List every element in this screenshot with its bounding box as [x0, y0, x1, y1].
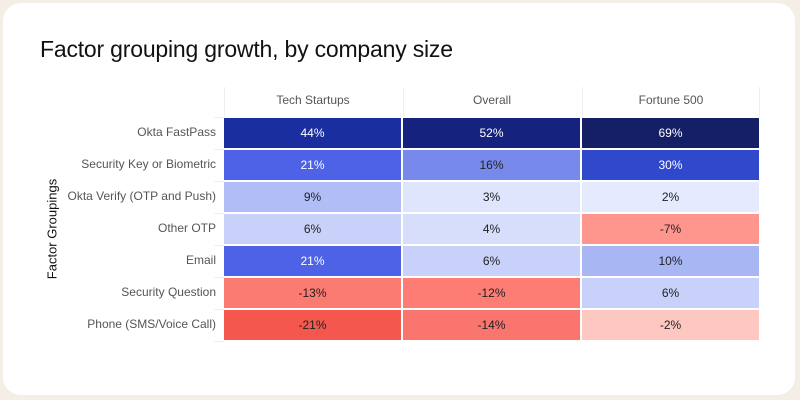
heatmap-cell: 21% — [224, 150, 401, 180]
cell-value-label: 6% — [303, 222, 322, 236]
row-label: Other OTP — [157, 221, 216, 235]
row-label: Security Question — [121, 285, 216, 299]
cell-value-label: -12% — [477, 286, 506, 300]
row-label: Security Key or Biometric — [81, 157, 216, 171]
row-tick — [214, 181, 224, 182]
cell-value-label: 9% — [303, 190, 322, 204]
cell-value-label: -13% — [298, 286, 327, 300]
gridline — [403, 87, 404, 117]
row-label: Okta Verify (OTP and Push) — [67, 189, 216, 203]
heatmap-cell: 6% — [582, 278, 759, 308]
heatmap-cell: 16% — [403, 150, 580, 180]
heatmap-cell: 2% — [582, 182, 759, 212]
heatmap-cell: -14% — [403, 310, 580, 340]
cell-value-label: 52% — [479, 126, 504, 140]
column-header: Fortune 500 — [638, 93, 704, 107]
heatmap-cell: -13% — [224, 278, 401, 308]
heatmap-cell: 6% — [224, 214, 401, 244]
heatmap-cell: -2% — [582, 310, 759, 340]
heatmap-cell: 30% — [582, 150, 759, 180]
heatmap-cell: 9% — [224, 182, 401, 212]
cell-value-label: 21% — [300, 254, 325, 268]
row-label: Okta FastPass — [137, 125, 216, 139]
cell-value-label: 6% — [661, 286, 680, 300]
chart-title: Factor grouping growth, by company size — [40, 36, 453, 62]
heatmap-cell: 6% — [403, 246, 580, 276]
row-tick — [214, 117, 224, 118]
cell-value-label: 10% — [658, 254, 683, 268]
cell-value-label: 69% — [658, 126, 683, 140]
cell-value-label: 44% — [300, 126, 325, 140]
heatmap-cell: -21% — [224, 310, 401, 340]
row-tick — [214, 245, 224, 246]
row-tick — [214, 277, 224, 278]
heatmap-cell: 3% — [403, 182, 580, 212]
cell-value-label: -2% — [659, 318, 682, 332]
row-label: Email — [185, 253, 216, 267]
heatmap-cell: -12% — [403, 278, 580, 308]
row-tick — [214, 149, 224, 150]
row-tick — [214, 309, 224, 310]
heatmap-cell: -7% — [582, 214, 759, 244]
cell-value-label: -7% — [659, 222, 682, 236]
cell-value-label: 30% — [658, 158, 683, 172]
column-header: Overall — [472, 93, 511, 107]
cell-value-label: 21% — [300, 158, 325, 172]
heatmap-cell: 69% — [582, 118, 759, 148]
heatmap-cell: 10% — [582, 246, 759, 276]
cell-value-label: -14% — [477, 318, 506, 332]
cell-value-label: 16% — [479, 158, 504, 172]
row-tick — [214, 341, 224, 342]
row-tick — [214, 213, 224, 214]
cell-value-label: 4% — [482, 222, 501, 236]
gridline — [224, 87, 225, 117]
cell-value-label: 2% — [661, 190, 680, 204]
heatmap-cell: 52% — [403, 118, 580, 148]
heatmap-cell: 21% — [224, 246, 401, 276]
heatmap-cell: 44% — [224, 118, 401, 148]
cell-value-label: 3% — [482, 190, 501, 204]
column-header: Tech Startups — [276, 93, 350, 107]
row-label: Phone (SMS/Voice Call) — [87, 317, 216, 331]
cell-value-label: 6% — [482, 254, 501, 268]
gridline — [759, 87, 760, 117]
gridline — [582, 87, 583, 117]
heatmap-cell: 4% — [403, 214, 580, 244]
cell-value-label: -21% — [298, 318, 327, 332]
